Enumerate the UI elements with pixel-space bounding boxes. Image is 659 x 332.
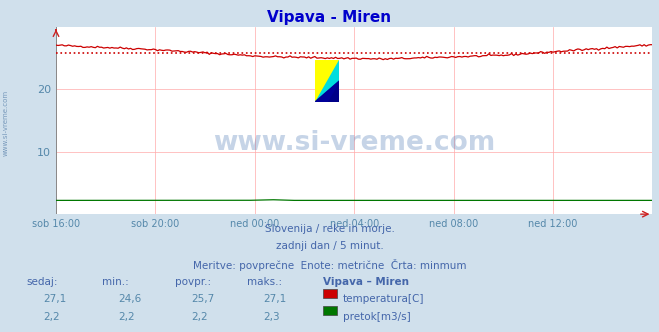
Polygon shape	[316, 81, 339, 102]
Text: Slovenija / reke in morje.: Slovenija / reke in morje.	[264, 224, 395, 234]
Text: min.:: min.:	[102, 277, 129, 287]
Text: www.si-vreme.com: www.si-vreme.com	[2, 90, 9, 156]
Text: pretok[m3/s]: pretok[m3/s]	[343, 312, 411, 322]
Polygon shape	[316, 60, 339, 102]
Text: 2,2: 2,2	[191, 312, 208, 322]
Text: 2,2: 2,2	[119, 312, 135, 322]
Text: sedaj:: sedaj:	[26, 277, 58, 287]
Text: maks.:: maks.:	[247, 277, 282, 287]
Text: 25,7: 25,7	[191, 294, 214, 304]
Polygon shape	[316, 60, 339, 102]
Text: povpr.:: povpr.:	[175, 277, 211, 287]
Text: Vipava - Miren: Vipava - Miren	[268, 10, 391, 25]
Text: 27,1: 27,1	[264, 294, 287, 304]
Polygon shape	[316, 81, 339, 102]
Text: 24,6: 24,6	[119, 294, 142, 304]
Text: 2,2: 2,2	[43, 312, 59, 322]
Text: 27,1: 27,1	[43, 294, 66, 304]
Text: 2,3: 2,3	[264, 312, 280, 322]
Text: Vipava – Miren: Vipava – Miren	[323, 277, 409, 287]
Text: Meritve: povprečne  Enote: metrične  Črta: minmum: Meritve: povprečne Enote: metrične Črta:…	[192, 259, 467, 271]
Text: temperatura[C]: temperatura[C]	[343, 294, 424, 304]
Text: zadnji dan / 5 minut.: zadnji dan / 5 minut.	[275, 241, 384, 251]
Text: www.si-vreme.com: www.si-vreme.com	[213, 130, 496, 156]
